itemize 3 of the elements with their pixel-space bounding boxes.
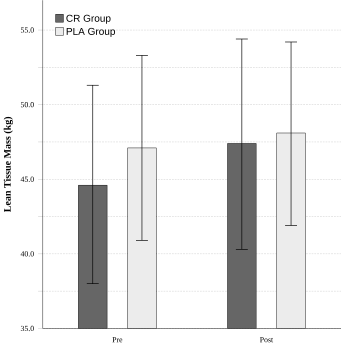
legend-label: CR Group bbox=[66, 14, 110, 24]
legend-label: PLA Group bbox=[66, 28, 115, 37]
y-axis-title: Lean Tissue Mass (kg) bbox=[4, 116, 13, 212]
